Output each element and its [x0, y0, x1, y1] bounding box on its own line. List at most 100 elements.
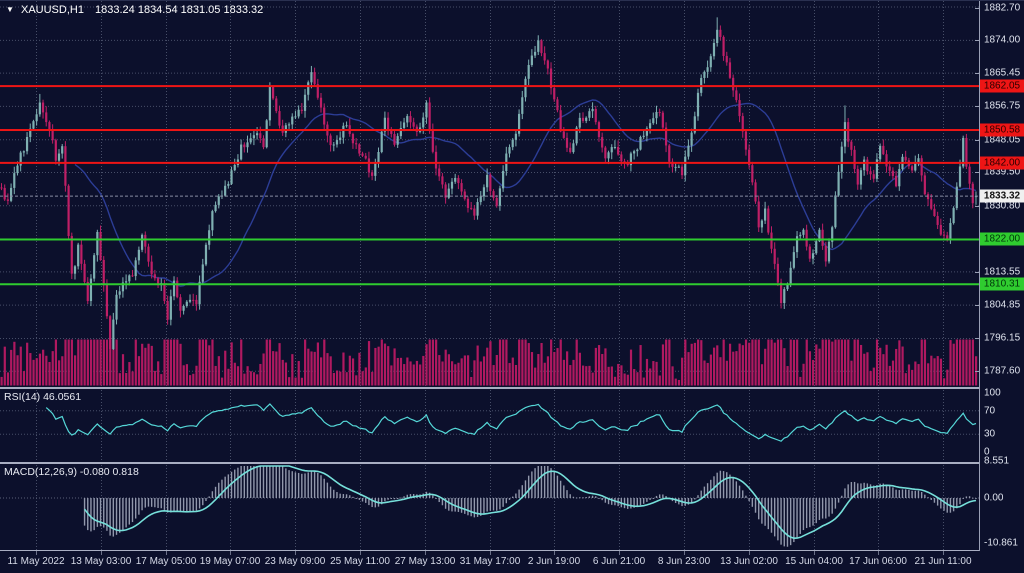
macd-histogram-bar: [265, 466, 268, 498]
macd-histogram-bar: [358, 498, 361, 500]
macd-histogram-bar: [307, 472, 309, 498]
moving-average-line: [74, 99, 977, 287]
volume-bar: [153, 370, 157, 386]
macd-histogram-bar: [751, 498, 754, 507]
macd-histogram-bar: [863, 482, 865, 498]
candle-body: [722, 36, 725, 56]
volume-bar: [971, 339, 974, 386]
price-chart-canvas[interactable]: [0, 1, 979, 387]
candle-body: [268, 86, 271, 121]
macd-histogram-bar: [317, 472, 319, 498]
rsi-label: RSI(14) 46.0561: [4, 391, 82, 403]
candle-body: [773, 248, 776, 264]
volume-bar: [220, 377, 224, 386]
macd-histogram-bar: [281, 466, 284, 498]
macd-histogram-bar: [690, 498, 693, 503]
volume-bar: [534, 367, 537, 386]
volume-bar: [923, 339, 927, 386]
macd-histogram-bar: [700, 490, 702, 498]
candle-body: [466, 198, 470, 208]
macd-histogram-bar: [224, 476, 226, 498]
volume-bar: [390, 365, 393, 386]
macd-histogram-bar: [202, 498, 204, 506]
volume-bar: [687, 352, 690, 386]
volume-bar: [850, 360, 853, 386]
candle-body: [313, 72, 316, 85]
macd-histogram-bar: [914, 490, 916, 498]
macd-histogram-bar: [476, 498, 479, 517]
volume-bar: [51, 351, 54, 386]
macd-histogram-bar: [444, 498, 447, 509]
candle-body: [140, 234, 144, 250]
macd-histogram-bar: [103, 498, 105, 528]
candle-body: [805, 229, 808, 247]
candle-body: [450, 181, 454, 189]
volume-bar: [843, 339, 847, 386]
volume-bar: [802, 363, 805, 386]
volume-bar: [780, 339, 783, 386]
macd-histogram-bar: [460, 498, 463, 513]
candle-body: [757, 201, 760, 228]
volume-bar: [684, 339, 687, 386]
macd-histogram-bar: [470, 498, 472, 517]
volume-bar: [457, 362, 460, 386]
volume-bar: [939, 358, 943, 386]
candle-body: [968, 166, 971, 184]
volume-bar: [396, 357, 399, 386]
macd-histogram-bar: [173, 498, 175, 512]
rsi-chart-canvas[interactable]: [0, 390, 979, 462]
volume-bar: [521, 339, 524, 386]
macd-histogram-bar: [662, 494, 664, 498]
volume-bar: [911, 369, 914, 386]
volume-bar: [38, 353, 42, 386]
candle-body: [489, 174, 492, 192]
macd-histogram-bar: [214, 486, 217, 498]
candle-body: [914, 162, 917, 171]
volume-bar: [594, 347, 597, 386]
volume-bar: [508, 363, 511, 386]
volume-bar: [706, 362, 709, 386]
macd-histogram-bar: [147, 498, 150, 507]
candle-body: [19, 152, 22, 166]
volume-bar: [786, 366, 789, 386]
macd-histogram-bar: [428, 492, 431, 498]
macd-histogram-bar: [805, 498, 808, 529]
candle-body: [297, 109, 300, 117]
volume-bar: [118, 373, 121, 386]
macd-histogram-bar: [665, 496, 667, 498]
macd-histogram-bar: [936, 498, 939, 506]
volume-bar: [105, 339, 109, 386]
volume-bar: [550, 339, 553, 386]
macd-histogram-bar: [783, 498, 785, 547]
macd-chart-canvas[interactable]: [0, 465, 979, 550]
macd-histogram-bar: [288, 470, 290, 498]
candle-body: [38, 102, 41, 115]
macd-histogram-bar: [927, 497, 929, 499]
macd-histogram-bar: [962, 498, 964, 499]
volume-bar: [393, 348, 396, 386]
candle-body: [278, 111, 281, 126]
volume-bar: [671, 366, 674, 386]
candle-body: [425, 102, 428, 118]
candle-body: [687, 145, 690, 157]
symbol-dropdown-icon[interactable]: ▼: [6, 5, 14, 14]
volume-bar: [767, 339, 770, 386]
candle-body: [486, 174, 489, 188]
volume-bar: [505, 339, 508, 386]
volume-bar: [13, 341, 16, 386]
panel-separator[interactable]: [0, 387, 980, 389]
volume-bar: [403, 364, 406, 386]
volume-bar: [709, 354, 712, 386]
candle-body: [198, 281, 201, 305]
volume-bar: [959, 339, 962, 386]
volume-bar: [697, 339, 700, 386]
macd-histogram-bar: [310, 471, 313, 498]
time-axis-tick: [166, 551, 167, 555]
volume-bar: [514, 364, 518, 386]
volume-bar: [128, 362, 131, 386]
volume-bar: [578, 352, 581, 386]
panel-separator[interactable]: [0, 462, 980, 464]
candle-body: [767, 208, 770, 233]
candle-body: [594, 108, 597, 123]
macd-histogram-bar: [182, 498, 185, 513]
